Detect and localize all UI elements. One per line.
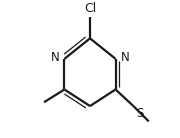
Text: Cl: Cl <box>84 2 96 15</box>
Text: N: N <box>51 51 59 64</box>
Text: S: S <box>136 107 143 120</box>
Text: N: N <box>121 51 129 64</box>
